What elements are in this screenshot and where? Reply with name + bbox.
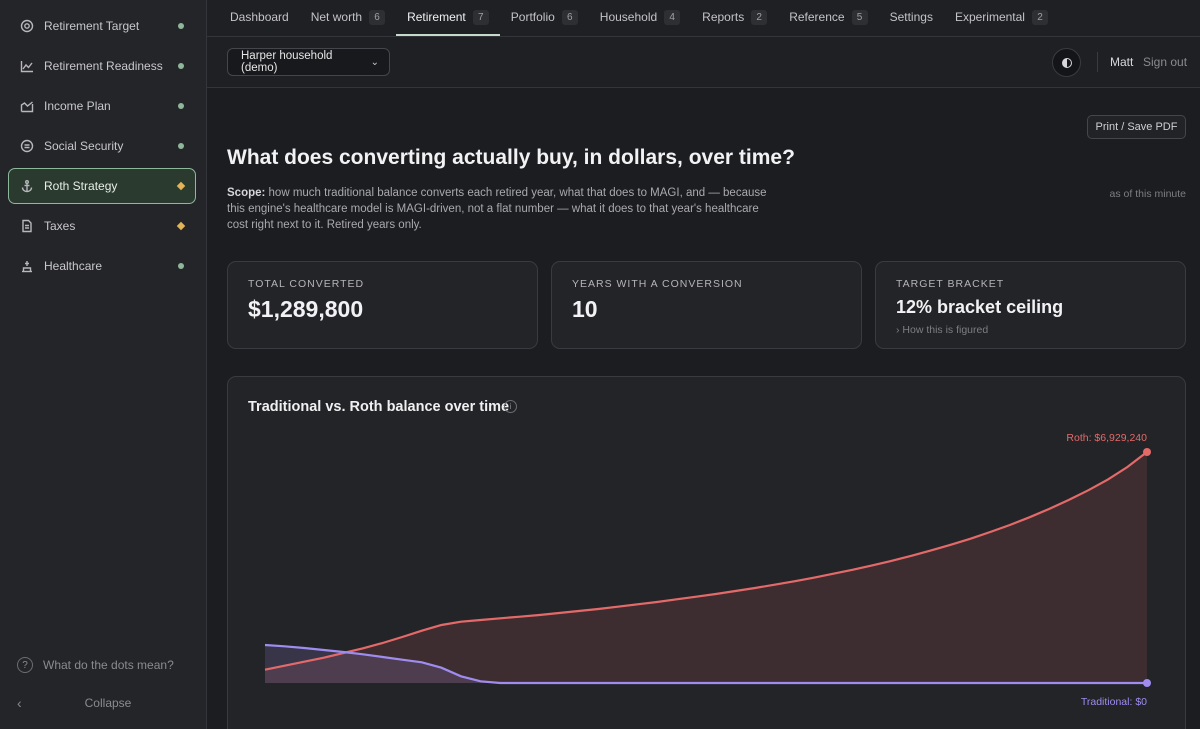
status-dot [178, 263, 184, 269]
traditional-area [265, 645, 1147, 683]
status-dot [178, 63, 184, 69]
collapse-label: Collapse [84, 696, 132, 710]
total-converted-card: TOTAL CONVERTED $1,289,800 [227, 261, 538, 349]
tab-count-badge: 6 [561, 9, 578, 25]
status-dot [178, 103, 184, 109]
household-select-value: Harper household (demo) [241, 50, 333, 74]
card-value: 10 [572, 296, 598, 322]
print-save-pdf-button[interactable]: Print / Save PDF [1087, 115, 1186, 139]
tab-reports[interactable]: Reports 2 [691, 0, 778, 36]
sidebar-item-label: Retirement Target [44, 19, 140, 33]
tab-label: Net worth [310, 10, 363, 24]
years-with-conversion-card: YEARS WITH A CONVERSION 10 [551, 261, 862, 349]
sign-out-link[interactable]: Sign out [1143, 55, 1188, 69]
tab-retirement[interactable]: Retirement 7 [396, 0, 500, 36]
status-diamond [176, 181, 186, 191]
balance-chart-card: Traditional vs. Roth balance over time i… [227, 376, 1186, 729]
top-tabs: Dashboard Net worth 6 Retirement 7 Portfolio 6… [207, 0, 1200, 37]
card-label: TARGET BRACKET [896, 278, 1005, 290]
tab-household[interactable]: Household 4 [589, 0, 691, 36]
target-icon [20, 19, 34, 33]
sidebar-item-label: Income Plan [44, 99, 111, 113]
roth-line [264, 451, 1148, 671]
page-title: What does converting actually buy, in do… [227, 146, 795, 169]
contrast-icon [1061, 57, 1072, 68]
tab-label: Reference [789, 10, 845, 24]
tab-label: Experimental [954, 10, 1025, 24]
sidebar-nav: Retirement Target Retirement Readiness Inc… [8, 8, 196, 288]
scope-label: Scope: [227, 187, 266, 199]
card-value: 12% bracket ceiling [896, 297, 1064, 317]
collapse-button[interactable]: ‹ Collapse [17, 695, 197, 711]
scope-description: Scope: how much traditional balance conv… [227, 185, 772, 233]
tab-portfolio[interactable]: Portfolio 6 [500, 0, 589, 36]
tab-dashboard[interactable]: Dashboard [219, 0, 300, 36]
traditional-end-label: Traditional: $0 [1081, 696, 1147, 708]
sidebar-item-healthcare[interactable]: Healthcare [8, 248, 196, 284]
status-dot [178, 143, 184, 149]
shield-coin-icon [20, 139, 34, 153]
status-dot [178, 23, 184, 29]
sidebar-item-taxes[interactable]: Taxes [8, 208, 196, 244]
chevron-left-icon: ‹ [17, 695, 22, 711]
tab-label: Household [599, 10, 658, 24]
sub-header: Harper household (demo) ⌄ Matt Sign out [207, 37, 1200, 88]
bar-chart-icon [20, 99, 34, 113]
tab-count-badge: 2 [1031, 9, 1048, 25]
household-select[interactable]: Harper household (demo) ⌄ [227, 48, 390, 76]
dots-help-link[interactable]: ? What do the dots mean? [17, 657, 174, 673]
tab-experimental[interactable]: Experimental 2 [944, 0, 1059, 36]
sidebar-item-label: Social Security [44, 139, 124, 153]
sidebar-item-roth-strategy[interactable]: Roth Strategy [8, 168, 196, 204]
sidebar-item-income-plan[interactable]: Income Plan [8, 88, 196, 124]
sidebar: Retirement Target Retirement Readiness Inc… [0, 0, 207, 729]
sidebar-item-label: Healthcare [44, 259, 103, 273]
roth-area [265, 452, 1147, 683]
card-value: $1,289,800 [248, 296, 364, 322]
scope-text: how much traditional balance converts ea… [227, 187, 767, 231]
card-label: TOTAL CONVERTED [248, 278, 365, 290]
tab-label: Settings [889, 10, 933, 24]
status-diamond [176, 221, 186, 231]
tab-count-badge: 4 [664, 9, 681, 25]
tab-label: Reports [702, 10, 745, 24]
as-of-timestamp: as of this minute [1109, 188, 1186, 200]
roth-end-label: Roth: $6,929,240 [1066, 432, 1147, 444]
tab-reference[interactable]: Reference 5 [778, 0, 878, 36]
chevron-down-icon: ⌄ [370, 56, 379, 68]
question-icon: ? [17, 657, 33, 673]
tab-net-worth[interactable]: Net worth 6 [300, 0, 396, 36]
sidebar-item-social-security[interactable]: Social Security [8, 128, 196, 164]
sidebar-item-label: Roth Strategy [44, 179, 118, 193]
dots-help-label: What do the dots mean? [43, 658, 174, 672]
document-icon [20, 219, 34, 233]
roth-end-point [1143, 448, 1151, 456]
tab-label: Retirement [407, 10, 466, 24]
how-figured-link[interactable]: › How this is figured [896, 324, 989, 336]
info-icon[interactable]: i [504, 400, 517, 413]
traditional-end-point [1143, 679, 1151, 687]
header-divider [1097, 52, 1098, 72]
medical-icon [20, 259, 34, 273]
sidebar-item-retirement-target[interactable]: Retirement Target [8, 8, 196, 44]
user-name: Matt [1110, 55, 1134, 69]
tab-count-badge: 5 [851, 9, 868, 25]
anchor-icon [20, 179, 34, 193]
target-bracket-card: TARGET BRACKET 12% bracket ceiling › How… [875, 261, 1186, 349]
card-label: YEARS WITH A CONVERSION [572, 278, 743, 290]
tab-label: Portfolio [510, 10, 555, 24]
tab-count-badge: 6 [369, 9, 386, 25]
tab-settings[interactable]: Settings [879, 0, 944, 36]
tab-count-badge: 7 [472, 9, 489, 25]
trend-chart-icon [20, 59, 34, 73]
theme-toggle-button[interactable] [1052, 48, 1081, 77]
traditional-line [264, 643, 1147, 685]
sidebar-item-label: Taxes [44, 219, 76, 233]
tab-label: Dashboard [230, 10, 289, 24]
tab-count-badge: 2 [751, 9, 768, 25]
sidebar-item-retirement-readiness[interactable]: Retirement Readiness [8, 48, 196, 84]
sidebar-item-label: Retirement Readiness [44, 59, 163, 73]
balance-chart: Roth: $6,929,240 Traditional: $0 [264, 432, 1151, 708]
chart-title: Traditional vs. Roth balance over time [248, 399, 510, 415]
